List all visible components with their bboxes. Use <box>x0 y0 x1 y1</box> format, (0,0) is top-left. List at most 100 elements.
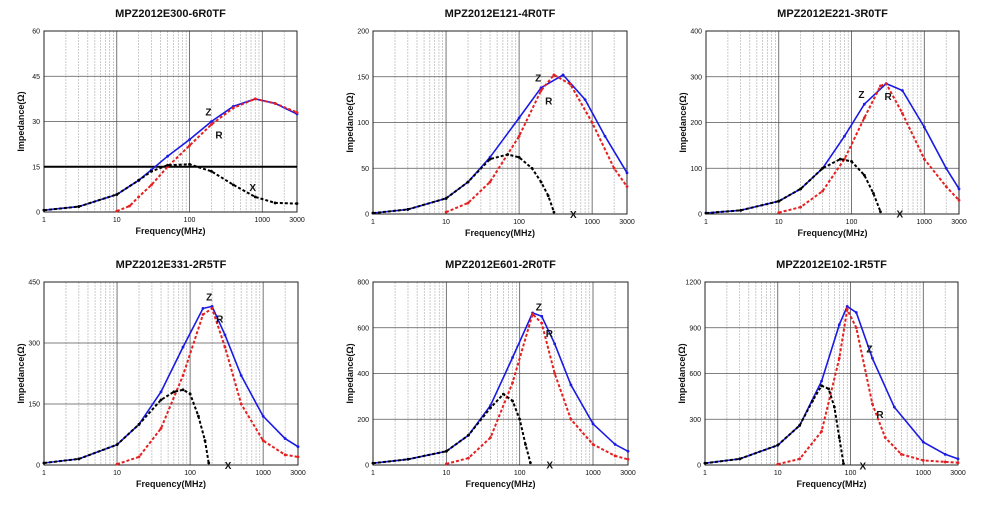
data-point-r <box>261 439 265 442</box>
y-tick-label: 450 <box>28 280 40 287</box>
data-point-z <box>223 333 227 337</box>
data-point-r <box>956 461 960 465</box>
data-point-r <box>922 157 926 161</box>
data-point-r <box>489 436 492 439</box>
y-tick-label: 200 <box>357 417 369 424</box>
y-axis-label: Impedance(Ω) <box>16 91 26 151</box>
data-point-x <box>166 163 170 167</box>
y-tick-label: 30 <box>32 119 40 126</box>
y-tick-label: 60 <box>32 29 40 36</box>
data-point-x <box>188 162 191 166</box>
data-point-x <box>827 387 831 391</box>
plot-frame <box>705 30 960 215</box>
series-label-r: R <box>876 410 884 421</box>
y-tick-label: 45 <box>32 74 40 81</box>
data-point-r <box>295 111 299 114</box>
x-tick-label: 1000 <box>915 470 931 477</box>
data-point-x <box>704 211 708 215</box>
data-point-z <box>188 138 191 142</box>
y-tick-label: 300 <box>690 74 702 81</box>
data-point-z <box>489 404 492 407</box>
data-point-r <box>296 455 300 459</box>
data-point-r <box>517 134 521 138</box>
data-point-x <box>444 197 448 200</box>
x-axis-label: Frequency(MHz) <box>465 479 535 489</box>
x-tick-label: 1000 <box>585 470 601 477</box>
data-point-z <box>820 379 823 383</box>
x-tick-label: 100 <box>845 470 857 477</box>
data-point-z <box>210 305 214 308</box>
data-point-r <box>776 462 780 466</box>
data-point-z <box>239 374 243 377</box>
y-tick-label: 900 <box>689 325 701 332</box>
data-point-r <box>210 307 214 310</box>
y-tick-label: 0 <box>365 212 369 219</box>
data-point-x <box>518 417 522 421</box>
y-tick-label: 100 <box>357 120 369 127</box>
chart-6: MPZ2012E102-1R5TF Z R X 1 10 100 1000 3000 0 300 60… <box>677 259 966 489</box>
series-label-r: R <box>546 329 554 340</box>
y-tick-label: 600 <box>357 325 369 332</box>
series-line-r <box>445 73 628 214</box>
series-label-x: X <box>546 461 553 472</box>
data-point-x <box>137 422 141 426</box>
data-point-z <box>843 134 846 138</box>
data-point-r <box>188 144 191 148</box>
data-point-r <box>837 356 841 360</box>
x-tick-label: 100 <box>184 470 196 477</box>
data-point-r <box>540 321 544 325</box>
data-point-x <box>253 195 257 199</box>
y-axis-label: Impedance(Ω) <box>678 92 688 152</box>
chart-5: MPZ2012E601-2R0TF Z R X 1 10 100 1000 3000 0 200 40… <box>345 259 636 489</box>
series-line-r <box>116 97 298 213</box>
data-point-r <box>798 457 802 461</box>
data-point-x <box>172 390 176 394</box>
data-point-x <box>524 443 527 446</box>
data-point-r <box>273 102 277 105</box>
data-point-x <box>77 457 81 461</box>
chart-title: MPZ2012E221-3R0TF <box>777 8 888 20</box>
y-tick-label: 0 <box>365 463 369 470</box>
data-point-r <box>612 166 616 170</box>
data-point-r <box>467 456 470 460</box>
series-label-r: R <box>215 131 223 142</box>
data-point-x <box>546 194 550 198</box>
series-label-r: R <box>545 96 553 107</box>
x-tick-label: 3000 <box>950 470 966 477</box>
x-tick-label: 3000 <box>289 217 305 224</box>
data-point-r <box>591 443 595 446</box>
data-point-x <box>872 192 875 195</box>
data-point-x <box>703 461 707 465</box>
data-point-z <box>944 166 948 170</box>
data-point-x <box>207 461 211 465</box>
data-point-r <box>626 457 630 461</box>
data-point-x <box>137 178 141 182</box>
x-axis-label: Frequency(MHz) <box>796 479 866 489</box>
data-point-z <box>561 73 565 77</box>
y-tick-label: 150 <box>28 402 40 409</box>
data-point-r <box>539 89 543 92</box>
y-tick-label: 200 <box>357 29 369 36</box>
plot-frame <box>704 281 959 466</box>
data-point-r <box>613 454 617 458</box>
series-line-x <box>704 384 845 465</box>
data-point-x <box>530 166 534 170</box>
x-tick-label: 1 <box>42 217 46 224</box>
series-label-x: X <box>249 183 256 194</box>
x-axis-label: Frequency(MHz) <box>135 226 205 236</box>
data-point-x <box>506 153 510 156</box>
data-point-r <box>900 111 904 115</box>
series-line-x <box>372 392 532 465</box>
series-label-r: R <box>216 314 224 325</box>
data-point-x <box>371 211 375 215</box>
data-point-r <box>569 417 573 421</box>
x-tick-label: 1000 <box>255 470 271 477</box>
x-tick-label: 1000 <box>584 219 600 226</box>
data-point-r <box>531 312 534 316</box>
data-point-x <box>197 414 200 418</box>
chart-3: MPZ2012E221-3R0TF Z R X 1 10 100 1000 3000 0 100 20… <box>678 8 967 238</box>
data-point-z <box>591 422 595 426</box>
data-point-x <box>295 202 299 205</box>
data-point-r <box>854 326 858 330</box>
